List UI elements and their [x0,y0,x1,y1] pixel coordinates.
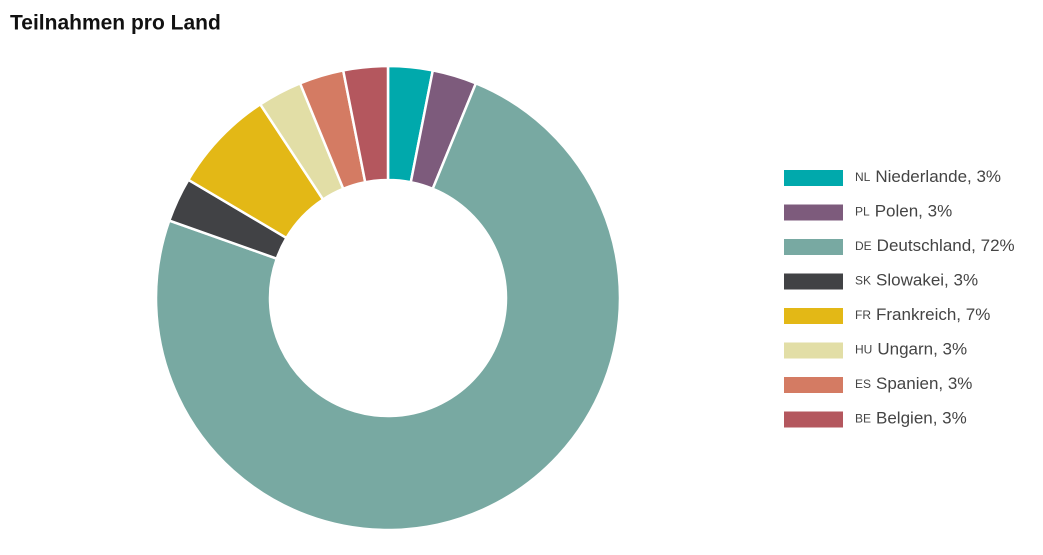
legend-text: Polen, 3% [875,202,953,221]
legend-code: FR [855,308,871,322]
legend-code: NL [855,170,871,184]
legend-text: Ungarn, 3% [877,340,967,359]
legend-label: HU Ungarn, 3% [855,340,967,359]
legend-swatch [784,342,843,359]
legend-swatch [784,308,843,324]
legend-label: DE Deutschland, 72% [855,236,1015,255]
legend-label: FR Frankreich, 7% [855,305,990,324]
legend-label: PL Polen, 3% [855,202,952,221]
legend-label: ES Spanien, 3% [855,374,972,393]
donut-slice [154,81,622,532]
legend-text: Spanien, 3% [876,374,972,393]
legend-text: Slowakei, 3% [876,271,978,290]
legend-label: BE Belgien, 3% [855,409,967,428]
legend-swatch [784,204,843,221]
chart-title: Teilnahmen pro Land [10,12,221,35]
legend-code: ES [855,377,871,391]
legend-code: BE [855,412,871,426]
legend-swatch [784,170,843,186]
legend-swatch [784,239,843,255]
legend-text: Deutschland, 72% [877,236,1015,255]
legend-text: Niederlande, 3% [875,167,1001,186]
legend-code: SK [855,274,871,288]
legend-text: Frankreich, 7% [876,305,990,324]
donut-slice [341,64,390,184]
legend-swatch [784,377,843,393]
legend-code: DE [855,239,872,253]
legend-label: SK Slowakei, 3% [855,271,978,290]
legend-code: PL [855,205,870,219]
legend-label: NL Niederlande, 3% [855,167,1001,186]
legend-text: Belgien, 3% [876,409,967,428]
legend-swatch [784,411,843,428]
legend-swatch [784,273,843,290]
legend-code: HU [855,343,872,357]
